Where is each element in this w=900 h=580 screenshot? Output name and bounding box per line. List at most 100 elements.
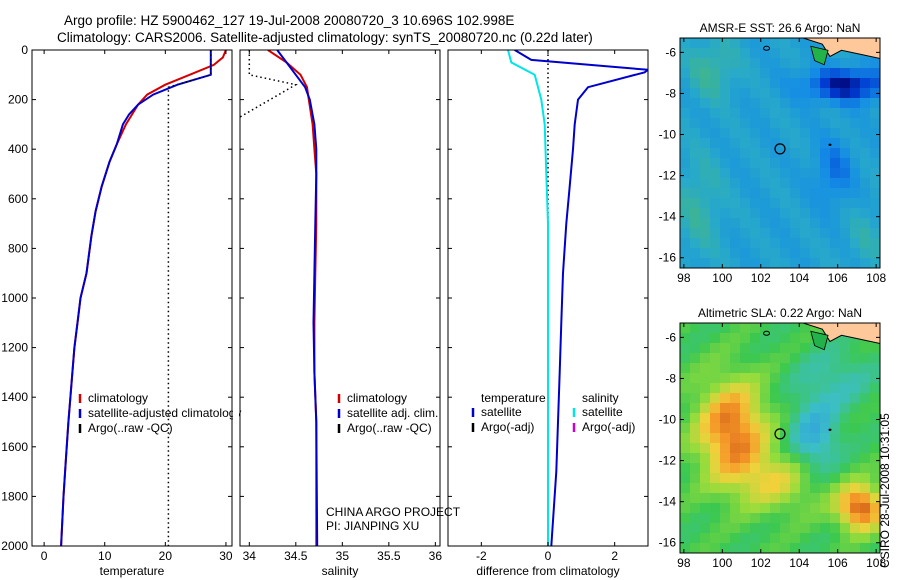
island — [763, 330, 771, 336]
y-tick-label: 400 — [8, 142, 28, 156]
x-tick-label: 36 — [429, 549, 443, 563]
land-patch — [810, 45, 829, 66]
x-tick-label: -2 — [476, 549, 487, 563]
series-line-1 — [267, 50, 318, 546]
series-line-2 — [60, 50, 212, 546]
legend-label: Argo(..raw -QC) — [88, 421, 173, 435]
map-field — [680, 323, 880, 553]
legend-label: satellite — [481, 405, 522, 419]
x-axis-label: difference from climatology — [476, 564, 619, 578]
y-tick-label: -8 — [665, 86, 676, 100]
legend-label: Argo(..raw -QC) — [347, 421, 432, 435]
y-tick-label: -12 — [659, 169, 677, 183]
legend-label: Argo(-adj) — [582, 420, 635, 434]
y-tick-label: -12 — [659, 454, 677, 468]
x-tick-label: 0 — [41, 549, 48, 563]
x-tick-label: 102 — [751, 556, 771, 570]
y-tick-label: -10 — [659, 413, 677, 427]
y-tick-label: -6 — [665, 45, 676, 59]
x-tick-label: 34.5 — [284, 549, 308, 563]
y-tick-label: -6 — [665, 330, 676, 344]
map-field — [680, 38, 880, 268]
x-tick-label: 106 — [828, 271, 848, 285]
y-tick-label: 800 — [8, 241, 28, 255]
x-tick-label: 34 — [243, 549, 257, 563]
island — [828, 143, 832, 146]
x-axis-label: temperature — [100, 564, 165, 578]
island — [828, 428, 832, 431]
legend-difference: temperature salinitysatelliteArgo(-adj)sa… — [471, 391, 635, 434]
y-tick-label: 1600 — [1, 440, 28, 454]
x-tick-label: 108 — [866, 556, 886, 570]
axes-frame — [239, 49, 441, 547]
series-line-3 — [167, 50, 212, 546]
x-tick-label: 98 — [677, 271, 691, 285]
land-patch — [810, 330, 829, 351]
x-tick-label: 30 — [219, 549, 233, 563]
profile-location-marker — [774, 143, 786, 155]
series-line-3 — [240, 50, 298, 118]
map-title: AMSR-E SST: 26.6 Argo: NaN — [700, 21, 861, 35]
axes-frame — [31, 49, 233, 547]
sst-map: AMSR-E SST: 26.6 Argo: NaN 98 100 102 104 106… — [659, 21, 887, 285]
timestamp-stamp: CSIRO 28-Jul-2008 10:31:05 — [878, 413, 892, 568]
profile-location-marker — [774, 428, 786, 440]
y-tick-label: 1800 — [1, 489, 28, 503]
x-tick-label: 104 — [789, 556, 809, 570]
y-tick-label: -8 — [665, 371, 676, 385]
figure-title-line2: Climatology: CARS2006. Satellite-adjuste… — [57, 30, 593, 45]
legend-label: Argo(-adj) — [481, 420, 534, 434]
x-tick-label: 0 — [545, 549, 552, 563]
x-tick-label: 104 — [789, 271, 809, 285]
series-line-1 — [514, 50, 648, 546]
figure-title-line1: Argo profile: HZ 5900462_127 19-Jul-2008… — [64, 13, 515, 28]
land-mass — [770, 38, 880, 60]
island — [763, 45, 771, 51]
legend-label: satellite — [582, 405, 623, 419]
y-tick-label: 1400 — [1, 390, 28, 404]
map-frame — [679, 37, 881, 269]
series-line-3 — [507, 50, 549, 546]
legend-label: satellite adj. clim. — [347, 406, 438, 420]
x-tick-label: 100 — [712, 271, 732, 285]
sla-map: Altimetric SLA: 0.22 Argo: NaN 98 100 102 10… — [659, 306, 887, 570]
series-line-1 — [60, 50, 227, 546]
y-tick-label: -10 — [659, 128, 677, 142]
legend-label: satellite-adjusted climatology — [88, 406, 241, 420]
x-tick-label: 10 — [98, 549, 112, 563]
series-line-2 — [276, 50, 319, 546]
legend-clip-mask — [233, 390, 239, 440]
y-tick-label: 2000 — [1, 539, 28, 553]
y-tick-label: -16 — [659, 251, 677, 265]
x-tick-label: 35 — [336, 549, 350, 563]
legend-header-temperature: temperature — [481, 391, 546, 405]
legend-header-salinity: salinity — [582, 391, 619, 405]
land-mass — [770, 323, 880, 345]
x-axis-label: salinity — [322, 564, 359, 578]
y-tick-label: 1000 — [1, 291, 28, 305]
credit-project: CHINA ARGO PROJECT — [326, 505, 461, 519]
y-tick-label: -16 — [659, 536, 677, 550]
y-tick-label: 1200 — [1, 341, 28, 355]
map-title: Altimetric SLA: 0.22 Argo: NaN — [698, 306, 862, 320]
x-tick-label: 100 — [712, 556, 732, 570]
x-tick-label: 98 — [677, 556, 691, 570]
legend-label: climatology — [88, 391, 148, 405]
legend-label: climatology — [347, 391, 407, 405]
x-tick-label: 102 — [751, 271, 771, 285]
x-tick-label: 2 — [611, 549, 618, 563]
y-tick-label: 0 — [21, 43, 28, 57]
y-tick-label: -14 — [659, 495, 677, 509]
profile-panel-1: 0 10 20 30 0 200 400 600 800 1000 1200 1400 1600 1800… — [1, 43, 233, 578]
y-tick-label: 600 — [8, 192, 28, 206]
y-tick-label: -14 — [659, 210, 677, 224]
x-tick-label: 106 — [828, 556, 848, 570]
x-tick-label: 108 — [866, 271, 886, 285]
y-tick-label: 200 — [8, 93, 28, 107]
map-frame — [679, 322, 881, 554]
